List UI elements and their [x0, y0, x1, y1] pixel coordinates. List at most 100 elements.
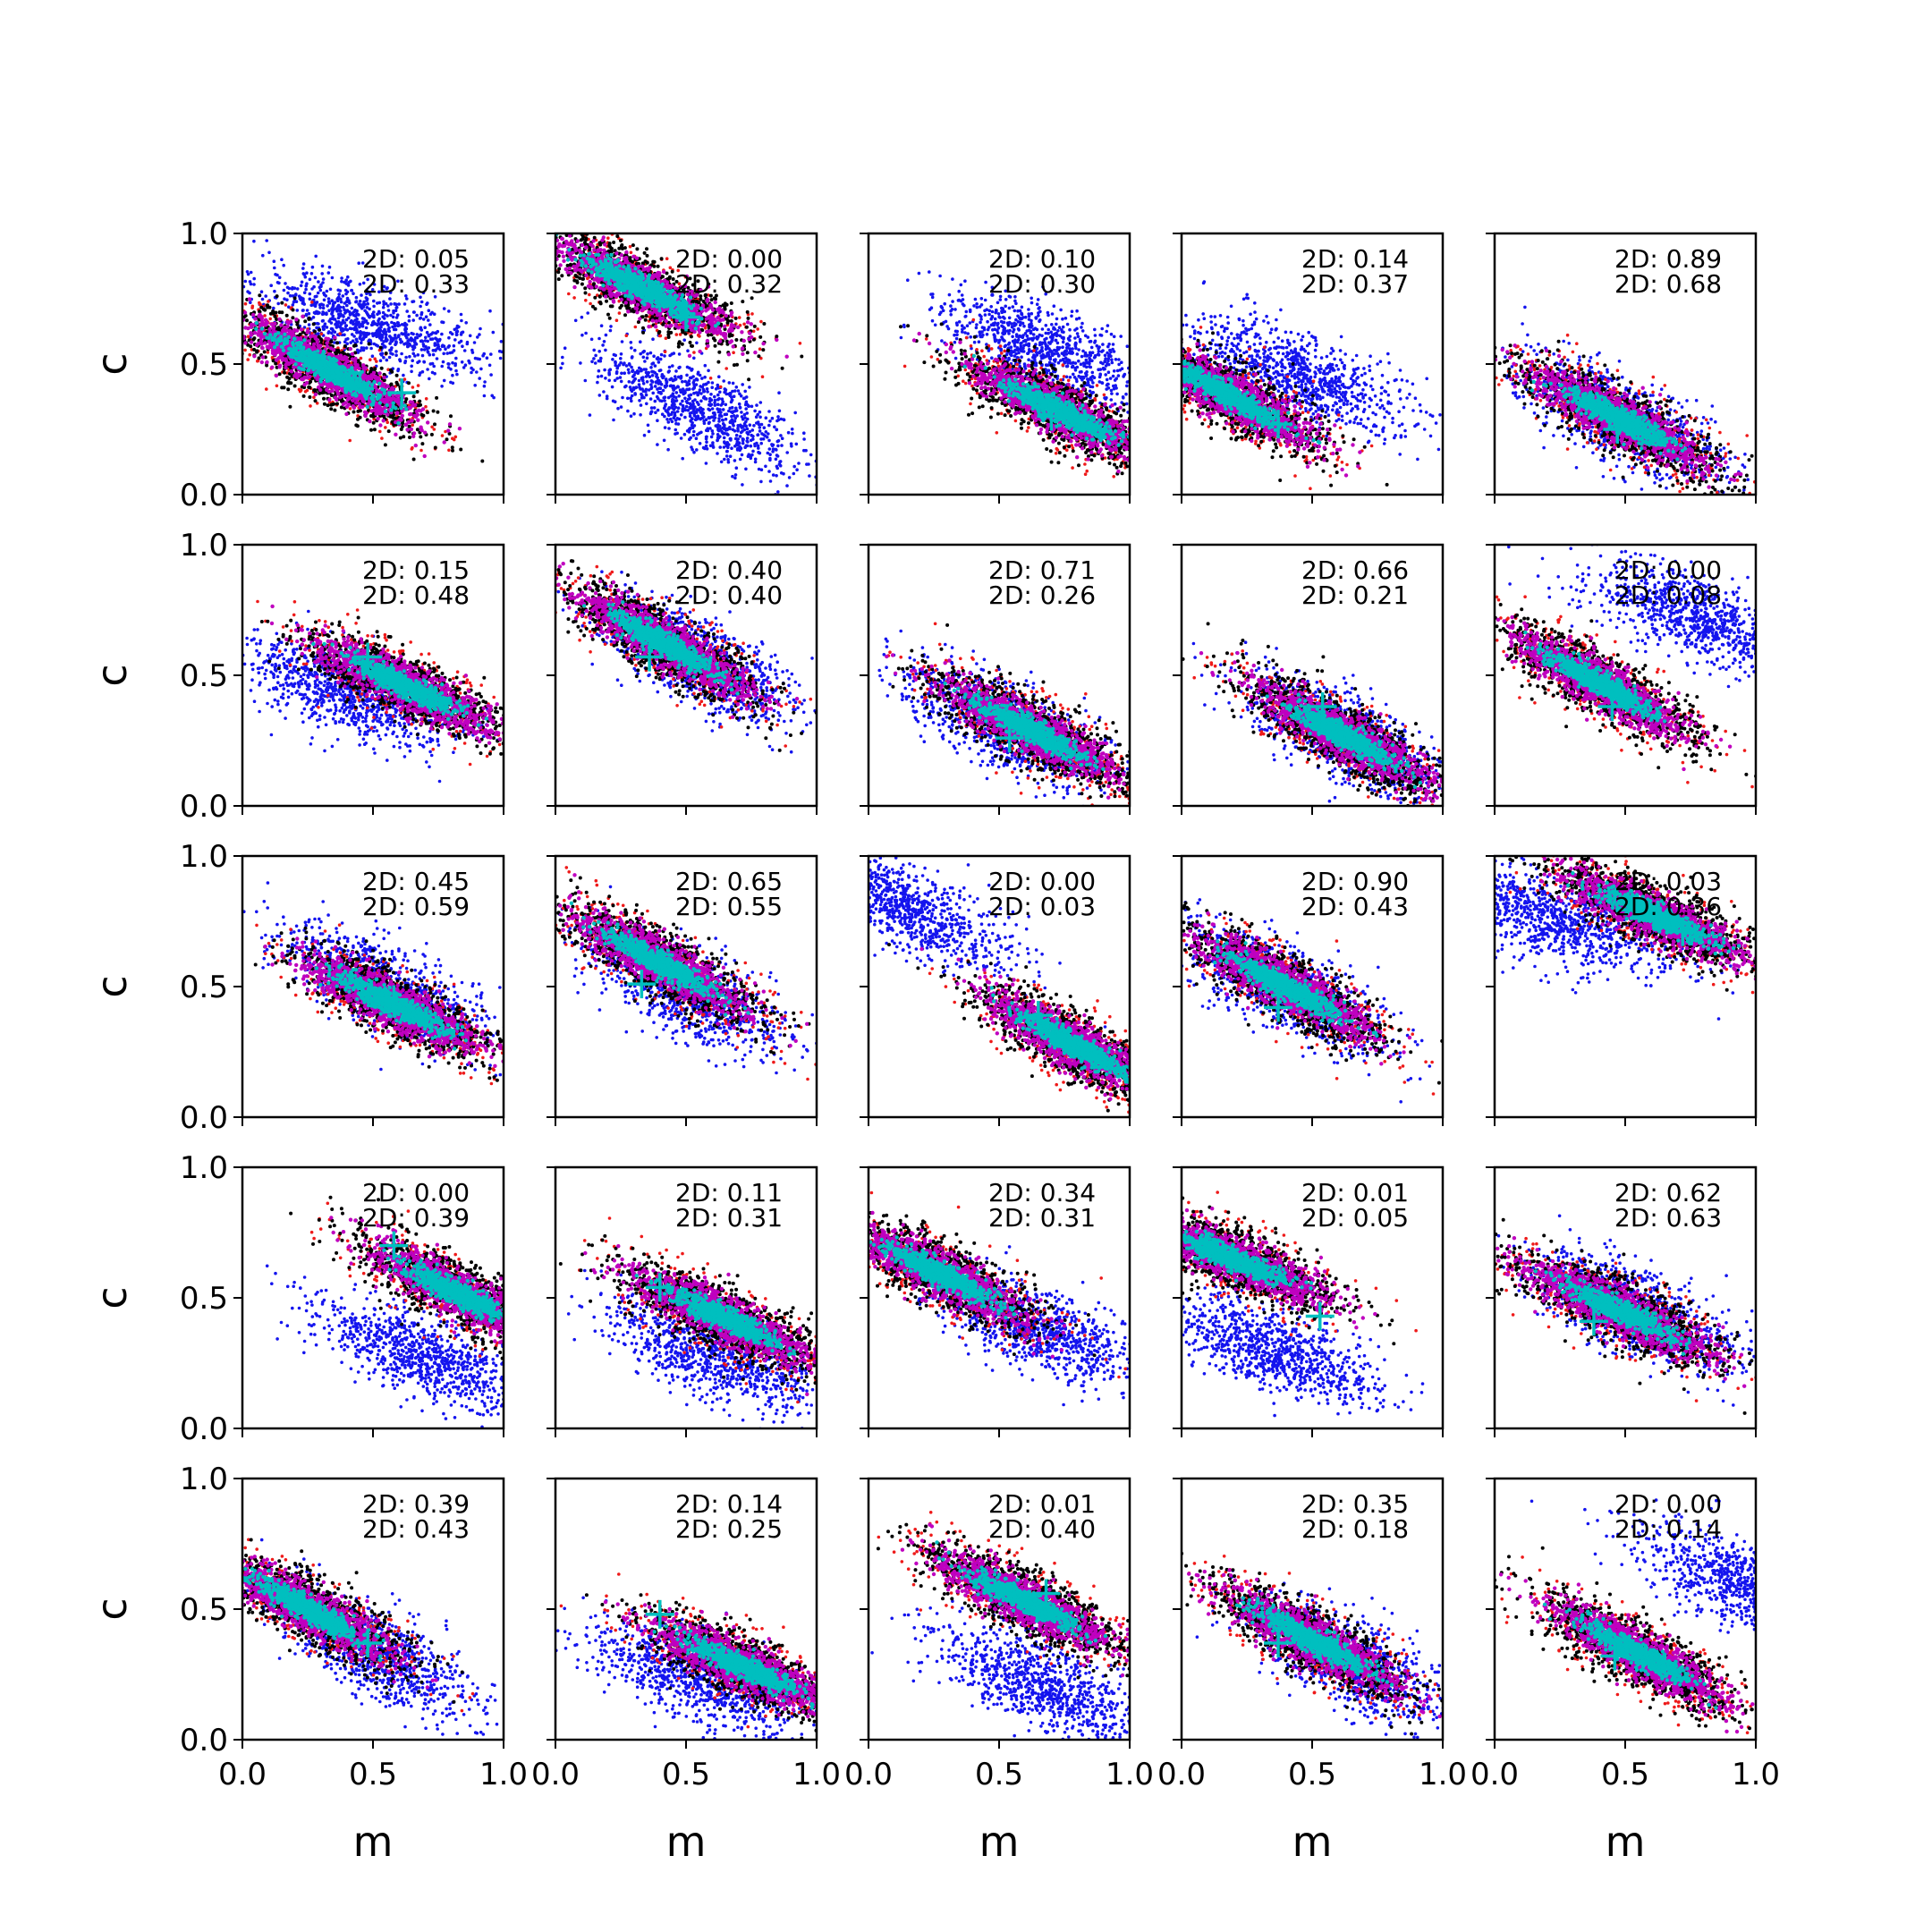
blue-point: [605, 334, 608, 337]
blue-point: [421, 370, 425, 374]
magenta-point: [229, 305, 233, 309]
cyan-point: [255, 321, 258, 325]
blue-point: [351, 289, 354, 292]
blue-point: [607, 371, 611, 375]
magenta-point: [351, 399, 354, 402]
cyan-point: [321, 366, 325, 369]
black-point: [312, 322, 316, 326]
cyan-point: [307, 348, 310, 352]
blue-point: [683, 433, 687, 436]
blue-point: [699, 400, 703, 403]
black-point: [255, 351, 258, 354]
black-point: [229, 326, 233, 330]
blue-point: [428, 377, 431, 381]
blue-point: [723, 458, 726, 462]
black-point: [258, 309, 261, 313]
blue-point: [691, 404, 695, 408]
blue-point: [367, 314, 370, 318]
blue-point: [346, 291, 350, 294]
blue-point: [614, 354, 617, 358]
blue-point: [408, 315, 411, 318]
blue-point: [718, 445, 722, 449]
black-point: [341, 351, 344, 354]
blue-point: [716, 433, 720, 436]
blue-point: [674, 396, 678, 400]
blue-point: [318, 303, 322, 307]
blue-point: [424, 336, 428, 340]
black-point: [417, 403, 420, 407]
blue-point: [464, 321, 468, 325]
blue-point: [630, 346, 633, 350]
blue-point: [482, 352, 486, 356]
blue-point: [775, 428, 778, 432]
blue-point: [380, 353, 384, 357]
blue-point: [640, 368, 643, 371]
blue-point: [353, 328, 357, 332]
blue-point: [781, 436, 784, 440]
red-point: [419, 449, 423, 453]
blue-point: [677, 406, 681, 410]
blue-point: [671, 407, 674, 411]
red-point: [411, 423, 414, 427]
blue-point: [309, 298, 312, 301]
red-point: [205, 269, 208, 273]
black-point: [195, 293, 199, 297]
blue-point: [419, 339, 423, 343]
blue-point: [709, 393, 713, 396]
magenta-point: [243, 326, 247, 329]
red-point: [338, 332, 342, 335]
blue-point: [651, 337, 655, 341]
blue-point: [324, 322, 327, 326]
blue-point: [891, 445, 894, 448]
blue-point: [385, 302, 388, 306]
blue-point: [366, 322, 369, 326]
magenta-point: [325, 341, 328, 344]
magenta-point: [300, 327, 303, 331]
magenta-point: [412, 431, 416, 435]
blue-point: [446, 362, 450, 366]
magenta-point: [351, 357, 354, 360]
blue-point: [714, 399, 717, 402]
black-point: [210, 307, 214, 310]
black-point: [204, 305, 208, 309]
cyan-point: [392, 402, 395, 405]
magenta-point: [294, 318, 298, 321]
red-point: [214, 283, 217, 286]
blue-point: [326, 304, 329, 308]
black-point: [329, 407, 333, 411]
magenta-point: [266, 321, 269, 325]
blue-point: [599, 357, 603, 360]
magenta-point: [236, 309, 240, 313]
blue-point: [750, 445, 753, 448]
cyan-point: [376, 397, 379, 401]
blue-point: [415, 314, 419, 318]
cyan-point: [334, 379, 337, 383]
blue-point: [323, 299, 326, 302]
blue-point: [288, 287, 292, 291]
blue-point: [460, 319, 463, 323]
blue-point: [621, 396, 624, 400]
blue-point: [714, 403, 717, 407]
blue-point: [709, 404, 713, 408]
blue-point: [355, 312, 359, 316]
blue-point: [776, 490, 780, 494]
blue-point: [685, 405, 689, 409]
red-point: [225, 301, 228, 304]
blue-point: [425, 302, 428, 306]
magenta-point: [404, 422, 408, 426]
blue-point: [654, 385, 657, 388]
blue-point: [633, 349, 637, 352]
blue-point: [360, 331, 364, 335]
blue-point: [420, 311, 424, 315]
blue-point: [635, 386, 639, 389]
blue-point: [400, 332, 403, 335]
magenta-point: [347, 395, 351, 399]
blue-point: [400, 352, 403, 356]
blue-point: [743, 413, 747, 417]
cyan-point: [302, 338, 306, 342]
cyan-point: [296, 343, 300, 346]
magenta-point: [243, 341, 247, 344]
blue-point: [302, 302, 306, 306]
black-point: [407, 381, 411, 385]
magenta-point: [279, 323, 283, 326]
